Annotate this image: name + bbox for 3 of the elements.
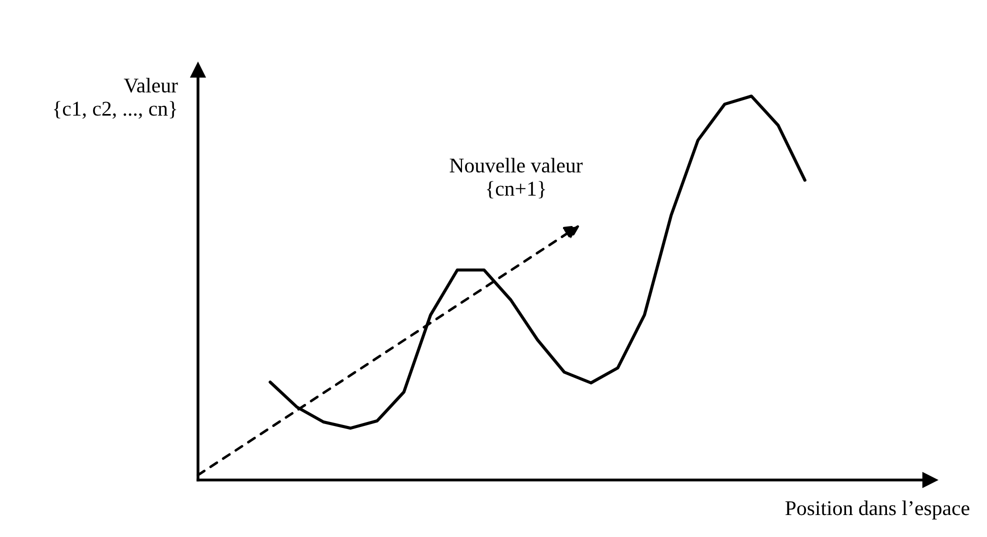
y-axis-title: Valeur {c1, c2, ..., cn} (54, 78, 178, 119)
annotation: Nouvelle valeur {cn+1} (450, 158, 583, 198)
x-axis-title: Position dans l’espace (785, 500, 970, 520)
